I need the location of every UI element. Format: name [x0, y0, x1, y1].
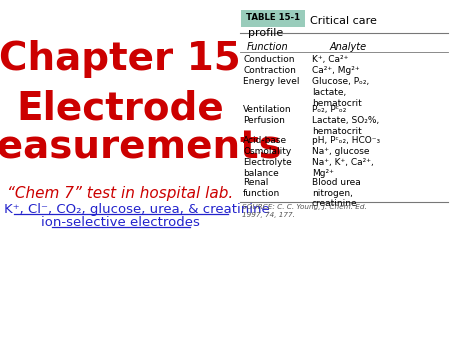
- Text: Na⁺, K⁺, Ca²⁺,
Mg²⁺: Na⁺, K⁺, Ca²⁺, Mg²⁺: [312, 158, 374, 178]
- Text: Acid-base: Acid-base: [243, 136, 287, 145]
- Text: Lactate, SO₂%,
hematocrit: Lactate, SO₂%, hematocrit: [312, 116, 379, 136]
- Text: Function: Function: [247, 42, 289, 52]
- Text: Contraction: Contraction: [243, 66, 296, 75]
- Text: Perfusion: Perfusion: [243, 116, 285, 125]
- Text: Critical care: Critical care: [310, 16, 377, 26]
- Text: Blood urea
nitrogen,
creatinine: Blood urea nitrogen, creatinine: [312, 178, 361, 209]
- Text: Electrolyte
balance: Electrolyte balance: [243, 158, 292, 178]
- Text: profile: profile: [248, 28, 283, 38]
- Text: K⁺, Ca²⁺: K⁺, Ca²⁺: [312, 55, 348, 64]
- Text: Ca²⁺, Mg²⁺: Ca²⁺, Mg²⁺: [312, 66, 360, 75]
- Text: Energy level: Energy level: [243, 77, 300, 86]
- Text: Na⁺, K⁺, Cl⁻, CO₂, glucose, urea, & creatinine: Na⁺, K⁺, Cl⁻, CO₂, glucose, urea, & crea…: [0, 203, 270, 216]
- Text: Measurements: Measurements: [0, 128, 282, 166]
- Text: SOURCE: C. C. Young, J. Chem. Ed.
1997, 74, 177.: SOURCE: C. C. Young, J. Chem. Ed. 1997, …: [242, 204, 367, 217]
- Text: Ventilation: Ventilation: [243, 105, 292, 114]
- Text: Conduction: Conduction: [243, 55, 294, 64]
- Text: Glucose, Pₒ₂,
lactate,
hematocrit: Glucose, Pₒ₂, lactate, hematocrit: [312, 77, 369, 107]
- Text: ion-selective electrodes: ion-selective electrodes: [40, 216, 199, 229]
- Text: Osmolality: Osmolality: [243, 147, 291, 156]
- Text: “Chem 7” test in hospital lab.: “Chem 7” test in hospital lab.: [7, 186, 233, 201]
- Text: Analyte: Analyte: [329, 42, 367, 52]
- Text: Renal
function: Renal function: [243, 178, 280, 198]
- FancyBboxPatch shape: [241, 10, 305, 27]
- Text: Electrode: Electrode: [16, 90, 224, 128]
- Text: Chapter 15: Chapter 15: [0, 40, 241, 78]
- Text: Pₒ₂, Pᶜₒ₂: Pₒ₂, Pᶜₒ₂: [312, 105, 346, 114]
- Text: TABLE 15-1: TABLE 15-1: [246, 14, 300, 23]
- Text: pH, Pᶜₒ₂, HCO⁻₃: pH, Pᶜₒ₂, HCO⁻₃: [312, 136, 380, 145]
- Text: Na⁺, glucose: Na⁺, glucose: [312, 147, 369, 156]
